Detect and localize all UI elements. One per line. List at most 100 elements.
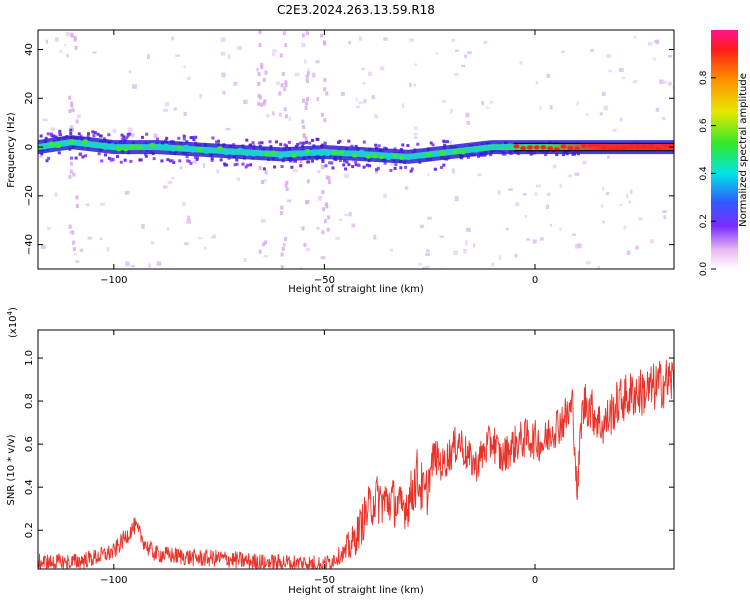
ridge-blob	[189, 148, 196, 153]
ridge-blob	[149, 142, 156, 148]
noise-speckle	[316, 96, 320, 102]
halo-speckle	[268, 140, 272, 144]
ridge-blob	[203, 149, 210, 154]
noise-streak	[325, 175, 329, 180]
noise-speckle	[175, 54, 180, 57]
noise-streak	[257, 81, 261, 86]
snr-scale-suffix: )	[8, 307, 19, 311]
noise-streak	[327, 175, 331, 180]
halo-speckle	[104, 153, 108, 157]
noise-speckle	[50, 127, 55, 132]
noise-speckle	[582, 160, 587, 165]
ridge-blob	[405, 155, 412, 160]
noise-streak	[281, 246, 285, 251]
noise-streak	[261, 180, 265, 185]
noise-speckle	[534, 192, 538, 196]
halo-speckle	[192, 138, 196, 142]
noise-speckle	[621, 76, 626, 79]
halo-speckle	[336, 141, 340, 145]
halo-speckle	[339, 159, 343, 163]
noise-streak	[323, 41, 327, 46]
snr-y-tick-label: 0.4	[24, 479, 35, 495]
noise-speckle	[567, 174, 572, 178]
halo-speckle	[304, 140, 308, 144]
halo-speckle	[283, 143, 287, 147]
ridge-blob	[61, 141, 68, 147]
halo-speckle	[383, 146, 387, 150]
noise-speckle	[561, 50, 565, 53]
ridge-blob	[371, 154, 378, 159]
ridge-blob	[628, 144, 635, 149]
halo-speckle	[328, 161, 332, 165]
snr-series-line	[38, 359, 674, 569]
noise-speckle	[127, 127, 133, 132]
halo-speckle	[182, 137, 186, 141]
noise-speckle	[100, 202, 106, 206]
noise-speckle	[351, 223, 356, 228]
halo-speckle	[307, 160, 311, 164]
noise-streak	[284, 83, 288, 88]
halo-speckle	[119, 160, 123, 164]
halo-speckle	[443, 143, 447, 147]
noise-streak	[279, 211, 283, 216]
noise-speckle	[348, 40, 351, 45]
noise-speckle	[661, 116, 666, 121]
noise-speckle	[606, 54, 611, 58]
noise-streak	[301, 33, 305, 38]
noise-speckle	[425, 265, 430, 269]
noise-streak	[278, 91, 282, 96]
halo-speckle	[165, 136, 169, 140]
halo-speckle	[431, 143, 435, 147]
noise-speckle	[571, 233, 577, 236]
noise-speckle	[464, 54, 467, 59]
halo-speckle	[376, 166, 380, 170]
spectrogram-x-tick-label: 0	[532, 275, 538, 286]
halo-speckle	[54, 135, 58, 139]
halo-speckle	[383, 161, 387, 165]
noise-streak	[74, 45, 78, 50]
halo-speckle	[393, 147, 397, 151]
noise-speckle	[106, 247, 110, 252]
noise-speckle	[390, 161, 394, 166]
halo-speckle	[345, 160, 349, 164]
halo-speckle	[354, 144, 358, 148]
noise-speckle	[212, 234, 216, 238]
halo-speckle	[233, 163, 237, 167]
noise-speckle	[348, 211, 352, 217]
snr-y-tick-label: 0.2	[24, 522, 35, 538]
ridge-blob	[75, 139, 82, 145]
noise-streak	[258, 43, 262, 48]
halo-speckle	[103, 137, 107, 141]
noise-speckle	[85, 203, 90, 206]
halo-speckle	[216, 139, 220, 143]
noise-speckle	[221, 72, 226, 78]
halo-speckle	[169, 159, 173, 163]
noise-streak	[299, 267, 303, 269]
halo-speckle	[544, 153, 548, 157]
noise-speckle	[668, 81, 672, 86]
halo-speckle	[246, 163, 250, 167]
spectrogram-frame	[37, 29, 675, 270]
halo-speckle	[219, 158, 223, 162]
spectrogram-axes: −100 −50 0 −40 −20 0 20 40	[24, 30, 674, 286]
noise-streak	[283, 107, 287, 112]
noise-streak	[280, 265, 284, 269]
halo-speckle	[96, 132, 100, 136]
noise-speckle	[156, 261, 162, 266]
noise-speckle	[164, 102, 170, 107]
halo-speckle	[52, 134, 56, 138]
noise-speckle	[419, 224, 424, 229]
ridge-blob	[82, 139, 89, 144]
noise-streak	[260, 102, 264, 107]
halo-speckle	[144, 152, 148, 156]
noise-streak	[284, 114, 288, 119]
noise-speckle	[260, 218, 266, 223]
halo-speckle	[249, 163, 253, 167]
noise-speckle	[317, 195, 323, 201]
halo-speckle	[350, 144, 354, 148]
noise-speckle	[184, 242, 189, 246]
noise-speckle	[619, 67, 624, 73]
halo-speckle	[45, 159, 49, 163]
noise-speckle	[344, 173, 350, 179]
halo-speckle	[100, 159, 104, 163]
